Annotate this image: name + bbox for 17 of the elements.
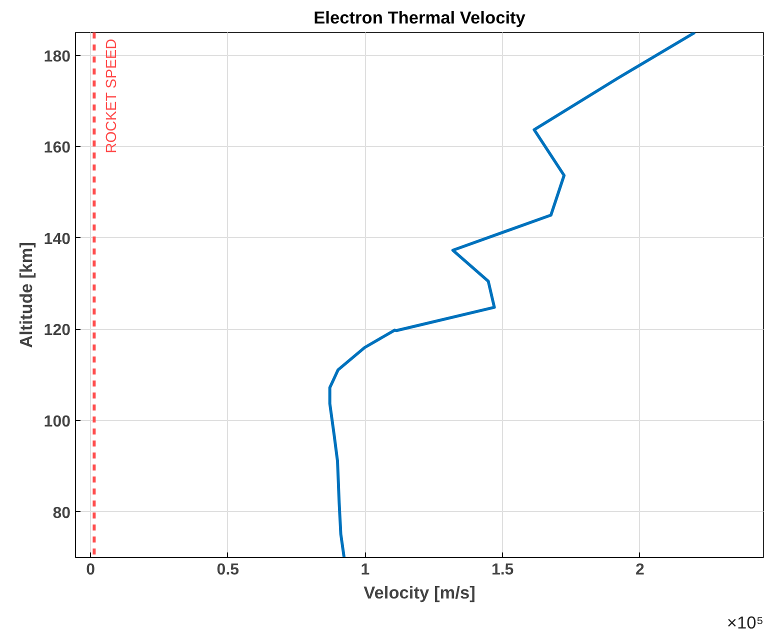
- y-tick-label: 160: [44, 140, 71, 157]
- chart-title: Electron Thermal Velocity: [314, 8, 526, 28]
- y-tick-label: 140: [44, 230, 71, 248]
- ref-line-label: ROCKET SPEED: [104, 38, 120, 154]
- y-tick-label: 80: [52, 504, 71, 522]
- x-tick-label: 0.5: [216, 562, 240, 578]
- y-tick-label: 180: [44, 48, 71, 66]
- x-tick-label: 2: [635, 562, 644, 578]
- y-tick-label: 100: [44, 414, 71, 431]
- line-series: [328, 32, 696, 558]
- x-tick-label: 0: [86, 562, 96, 578]
- x-axis-title: Velocity [m/s]: [364, 582, 476, 602]
- x-tick-label: 1: [360, 562, 370, 578]
- y-tick-label: 120: [44, 322, 71, 340]
- text: ×10⁵: [726, 612, 764, 632]
- x-tick-label: 1.5: [491, 562, 514, 578]
- y-axis-title: Altitude [km]: [16, 242, 36, 348]
